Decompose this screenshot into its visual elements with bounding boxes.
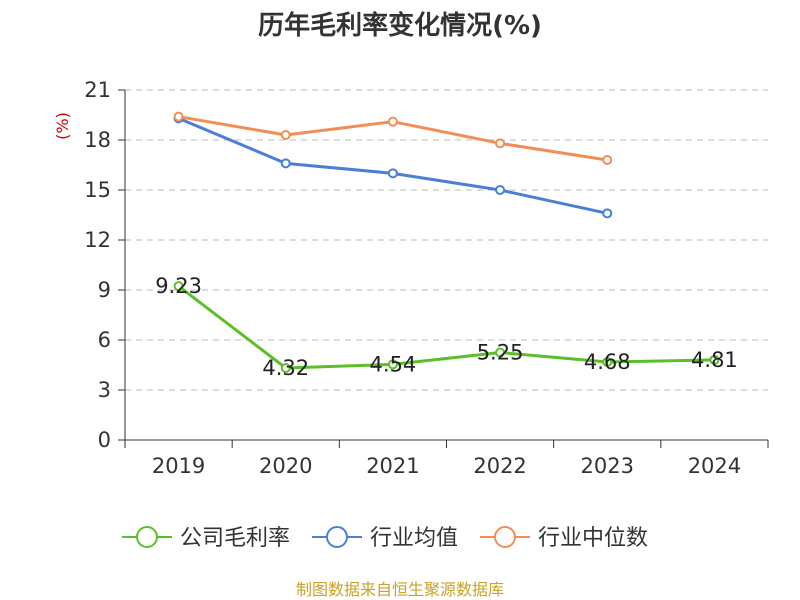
data-label: 4.54: [370, 352, 417, 376]
y-tick-label: 18: [84, 128, 111, 152]
y-axis-unit-label: (%): [53, 112, 72, 140]
data-label: 4.68: [584, 350, 631, 374]
legend-label: 公司毛利率: [180, 526, 290, 551]
legend-item-0[interactable]: 公司毛利率: [122, 526, 290, 551]
y-tick-label: 21: [84, 78, 111, 102]
axes: 0 3 6 9 12 15 18 21 2019 2020 2021 2022 2023 2024: [84, 78, 769, 478]
legend: 公司毛利率 行业均值 行业中位数: [122, 526, 648, 551]
legend-marker: [326, 526, 349, 548]
legend-marker: [494, 526, 517, 548]
data-label: 4.81: [691, 348, 738, 372]
data-point[interactable]: [280, 130, 291, 140]
data-point[interactable]: [173, 281, 184, 292]
series-line-0: [177, 284, 715, 370]
data-point[interactable]: [280, 158, 291, 169]
legend-item-2[interactable]: 行业中位数: [480, 526, 648, 551]
data-point[interactable]: [280, 363, 291, 373]
x-tick-label: 2024: [688, 454, 741, 478]
data-labels: 9.23 4.32 4.54 5.25 4.68 4.81: [155, 274, 738, 380]
x-tick-label: 2020: [259, 454, 312, 478]
x-tick-label: 2023: [581, 454, 634, 478]
data-point[interactable]: [387, 168, 398, 179]
data-point[interactable]: [387, 359, 398, 370]
data-point[interactable]: [387, 116, 398, 127]
legend-label: 行业中位数: [538, 526, 648, 551]
data-point[interactable]: [709, 354, 720, 365]
data-label: 4.32: [262, 356, 309, 380]
x-tick-label: 2022: [473, 454, 526, 478]
series-lines: [173, 111, 720, 373]
data-label: 9.23: [155, 274, 202, 298]
y-tick-label: 3: [98, 378, 111, 402]
y-tick-label: 6: [98, 328, 111, 352]
x-tick-label: 2019: [152, 454, 205, 478]
data-point[interactable]: [495, 347, 506, 358]
data-point[interactable]: [602, 357, 613, 367]
data-point[interactable]: [602, 155, 613, 165]
data-point[interactable]: [495, 185, 506, 195]
data-point[interactable]: [173, 111, 184, 122]
grid-lines: [125, 89, 768, 391]
x-tick-label: 2021: [366, 454, 419, 478]
y-tick-label: 15: [84, 178, 111, 202]
data-label: 5.25: [477, 341, 524, 365]
legend-item-1[interactable]: 行业均值: [312, 526, 458, 551]
source-note: 制图数据来自恒生聚源数据库: [296, 580, 504, 599]
legend-marker: [136, 526, 158, 548]
legend-label: 行业均值: [370, 526, 458, 551]
chart-title: 历年毛利率变化情况(%): [258, 10, 542, 41]
y-tick-label: 9: [98, 278, 111, 302]
y-tick-label: 12: [84, 228, 111, 252]
data-point[interactable]: [602, 208, 613, 219]
data-point[interactable]: [495, 138, 506, 149]
series-line-1: [178, 116, 608, 215]
y-tick-label: 0: [98, 428, 111, 452]
